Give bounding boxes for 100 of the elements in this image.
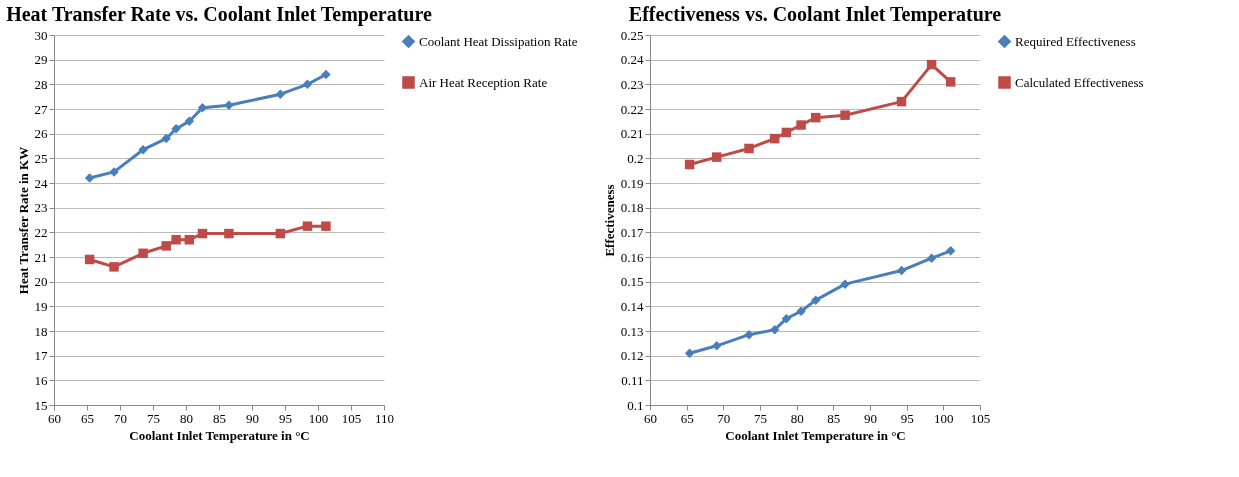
- x-tick-label: 80: [790, 410, 804, 426]
- x-axis-title: Coolant Inlet Temperature in °C: [129, 427, 310, 443]
- x-tick-label: 105: [970, 410, 991, 426]
- y-tick-label: 29: [34, 52, 48, 68]
- y-tick-label: 0.22: [620, 101, 644, 117]
- point: [302, 221, 313, 231]
- point: [684, 348, 695, 358]
- y-tick-label: 0.21: [620, 126, 644, 142]
- y-tick-label: 28: [34, 76, 48, 92]
- y-tick-label: 16: [34, 372, 48, 388]
- point: [161, 241, 171, 251]
- y-axis-title: Effectiveness: [601, 184, 617, 257]
- legend-label: Coolant Heat Dissipation Rate: [419, 33, 578, 49]
- point: [171, 234, 181, 245]
- y-tick-label: 0.18: [620, 200, 644, 216]
- point: [184, 234, 195, 245]
- y-tick-label: 0.15: [620, 274, 644, 290]
- point: [781, 313, 792, 324]
- y-tick-label: 21: [34, 249, 48, 265]
- point: [171, 123, 181, 134]
- point: [945, 246, 956, 256]
- x-tick-label: 90: [246, 410, 259, 426]
- point: [796, 306, 806, 317]
- x-tick-label: 75: [147, 410, 160, 426]
- point: [781, 127, 792, 138]
- point: [769, 325, 780, 335]
- point: [224, 100, 234, 111]
- y-tick-label: 23: [34, 200, 48, 216]
- point: [810, 295, 821, 305]
- y-tick-label: 26: [34, 126, 48, 142]
- point: [711, 341, 722, 351]
- point: [275, 89, 286, 99]
- x-tick-label: 80: [180, 410, 193, 426]
- point: [84, 173, 95, 183]
- point: [138, 248, 148, 259]
- point: [926, 253, 937, 263]
- x-tick-label: 95: [900, 410, 914, 426]
- y-tick-label: 22: [34, 224, 48, 240]
- point: [840, 110, 850, 120]
- x-tick-label: 100: [308, 410, 329, 426]
- y-tick-label: 18: [34, 323, 48, 339]
- y-tick-label: 0.1: [627, 397, 644, 413]
- legend-label: Air Heat Reception Rate: [419, 74, 548, 90]
- point: [84, 254, 95, 265]
- y-tick-label: 0.24: [620, 52, 644, 68]
- point: [926, 59, 937, 70]
- y-tick-label: 20: [34, 274, 48, 290]
- y-tick-label: 0.17: [620, 224, 644, 240]
- y-tick-label: 0.25: [620, 27, 644, 43]
- y-tick-label: 30: [34, 27, 48, 43]
- y-tick-label: 15: [34, 397, 48, 413]
- point: [769, 133, 780, 144]
- y-tick-label: 0.14: [620, 298, 644, 314]
- y-tick-label: 27: [34, 101, 48, 117]
- y-tick-label: 0.16: [620, 249, 644, 265]
- x-tick-label: 100: [934, 410, 954, 426]
- chart-title: Heat Transfer Rate vs. Coolant Inlet Temperature: [6, 3, 432, 26]
- point: [184, 116, 195, 127]
- point: [109, 262, 119, 272]
- x-tick-label: 110: [374, 410, 395, 426]
- point: [896, 96, 907, 107]
- point: [711, 152, 722, 162]
- x-tick-label: 105: [341, 410, 362, 426]
- y-tick-label: 0.13: [620, 323, 644, 339]
- point: [138, 144, 148, 155]
- point: [321, 69, 331, 80]
- y-tick-label: 0.12: [620, 348, 644, 364]
- legend-label: Required Effectiveness: [1015, 33, 1136, 49]
- y-tick-label: 0.23: [620, 76, 644, 92]
- x-axis-title: Coolant Inlet Temperature in °C: [725, 427, 906, 443]
- point: [810, 112, 821, 123]
- y-tick-label: 24: [34, 175, 48, 191]
- y-tick-label: 19: [34, 298, 48, 314]
- point: [896, 265, 907, 276]
- x-tick-label: 65: [680, 410, 694, 426]
- legend-label: Calculated Effectiveness: [1015, 74, 1144, 90]
- y-tick-label: 0.11: [621, 372, 644, 388]
- x-tick-label: 70: [717, 410, 731, 426]
- point: [744, 329, 754, 340]
- y-tick-label: 17: [34, 348, 48, 364]
- point: [224, 228, 234, 239]
- point: [302, 79, 313, 90]
- y-tick-label: 0.19: [620, 175, 644, 191]
- point: [744, 143, 754, 154]
- point: [321, 221, 331, 231]
- x-tick-label: 85: [827, 410, 841, 426]
- x-tick-label: 90: [864, 410, 877, 426]
- x-tick-label: 65: [81, 410, 94, 426]
- point: [684, 159, 695, 170]
- point: [197, 228, 208, 239]
- x-tick-label: 60: [644, 410, 657, 426]
- x-tick-label: 85: [213, 410, 226, 426]
- x-tick-label: 60: [48, 410, 61, 426]
- point: [275, 228, 286, 239]
- x-tick-label: 70: [114, 410, 127, 426]
- point: [796, 120, 806, 130]
- x-tick-label: 75: [754, 410, 767, 426]
- y-axis-title: Heat Transfer Rate in KW: [15, 146, 31, 295]
- y-tick-label: 0.2: [627, 150, 644, 166]
- chart-title: Effectiveness vs. Coolant Inlet Temperature: [628, 3, 1002, 26]
